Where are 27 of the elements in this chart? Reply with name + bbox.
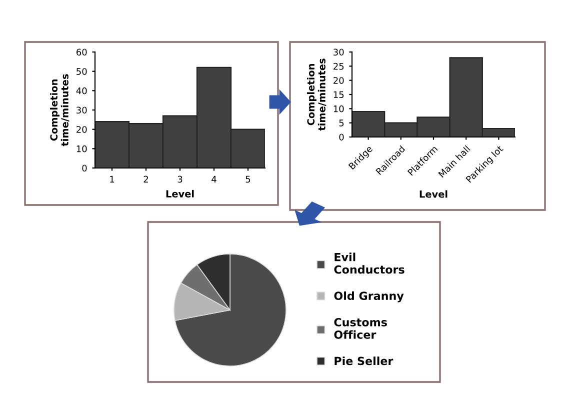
x-axis-title: Level [420,190,448,198]
y-tick-label: 10 [334,105,344,112]
x-tick-label: 4 [212,176,216,182]
y-tick-label: 0 [339,134,344,141]
legend-label: Pie Seller [334,356,394,366]
y-tick-label: 15 [334,91,344,98]
x-tick-label: 5 [246,176,250,183]
y-tick-label: 20 [334,77,344,84]
y-tick-label: 30 [334,48,344,56]
y-tick-label: 5 [339,120,344,126]
y-axis-title: Completion time/minutes [50,74,70,146]
y-tick-label: 50 [76,68,87,75]
y-tick-label: 40 [76,87,87,94]
x-tick-label: 1 [110,176,114,182]
y-tick-label: 30 [76,106,87,114]
x-tick-label: 2 [144,176,148,182]
y-tick-label: 20 [76,126,87,133]
legend-label: Old Granny [334,291,404,302]
y-tick-label: 10 [76,145,87,152]
y-tick-label: 25 [334,62,344,70]
legend-label: Customs Officer [334,318,387,339]
y-axis-title: Completion time/minutes [307,58,326,131]
x-tick-label: 3 [178,176,182,183]
y-tick-label: 0 [82,164,87,172]
x-axis-title: Level [166,190,194,198]
y-tick-label: 60 [76,48,87,56]
legend-label: Evil Conductors [334,252,404,274]
